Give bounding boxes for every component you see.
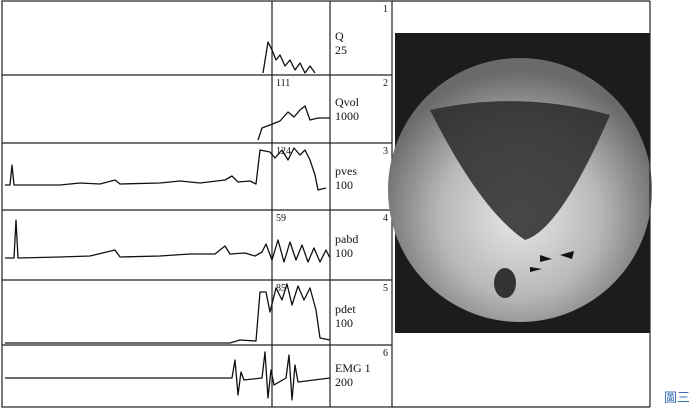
channel-peak: 111 [276,78,290,89]
trace [263,42,315,73]
page: {"channels": [ {"index": "1", "name": "Q… [0,0,699,410]
channel-name: Qvol [335,95,360,109]
trace [5,220,330,262]
channel-index: 6 [383,348,388,359]
channel-index: 1 [383,4,388,15]
channel-index: 4 [383,213,388,224]
channel-peak: 59 [276,213,286,224]
channel-index: 3 [383,146,388,157]
channel-scale: 1000 [335,109,359,123]
channel-scale: 25 [335,43,347,57]
channel-name: Q [335,29,344,43]
channel-scale: 100 [335,178,353,192]
channel-index: 2 [383,78,388,89]
channel-name: pves [335,164,357,178]
channel-scale: 100 [335,246,353,260]
channel-peak: 124 [276,146,291,157]
marker [494,268,516,298]
channel-scale: 100 [335,316,353,330]
fluoroscopy-image [388,33,652,333]
channel-peak: 85 [276,283,286,294]
trace [5,352,330,400]
caption: 圖三 [664,391,690,406]
panel-border [2,1,392,407]
figure: 1 Q 25 2 111 Qvol 1000 3 124 pves 100 4 … [0,0,699,410]
channel-name: EMG 1 [335,361,371,375]
channel-scale: 200 [335,375,353,389]
channel-index: 5 [383,283,388,294]
channel-name: pdet [335,302,356,316]
channel-name: pabd [335,232,358,246]
trace [258,106,330,140]
trace-panel [2,1,392,407]
